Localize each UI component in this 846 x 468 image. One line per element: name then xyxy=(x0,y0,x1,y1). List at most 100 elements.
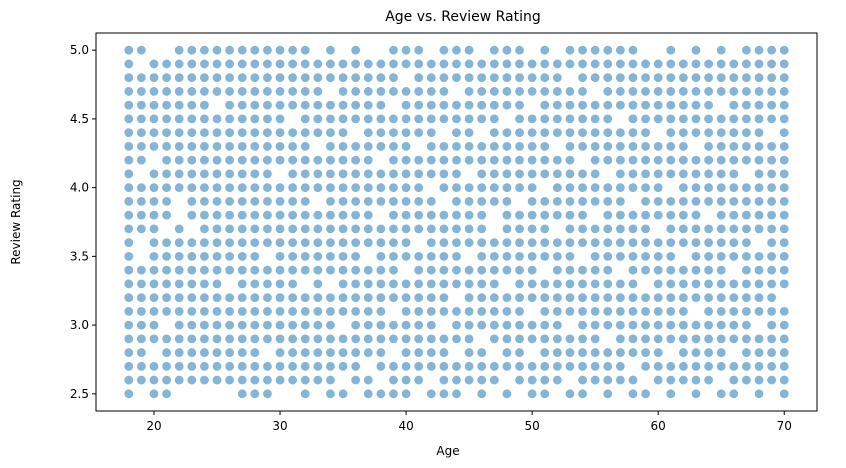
scatter-point xyxy=(149,293,159,302)
scatter-point xyxy=(716,169,726,179)
scatter-point xyxy=(439,251,449,261)
scatter-point xyxy=(326,196,335,206)
scatter-point xyxy=(389,389,398,399)
scatter-point xyxy=(200,155,209,165)
scatter-point xyxy=(363,196,373,206)
scatter-point xyxy=(678,196,688,206)
scatter-point xyxy=(464,142,474,151)
scatter-point xyxy=(615,155,625,165)
scatter-point xyxy=(678,114,688,124)
scatter-point xyxy=(187,45,197,55)
scatter-point xyxy=(704,196,713,206)
scatter-point xyxy=(742,100,751,110)
scatter-point xyxy=(515,306,524,316)
scatter-point xyxy=(124,375,134,385)
scatter-point xyxy=(767,100,777,110)
scatter-point xyxy=(615,293,625,302)
scatter-point xyxy=(389,210,398,220)
scatter-point xyxy=(666,265,676,275)
scatter-point xyxy=(212,375,222,385)
scatter-point xyxy=(578,389,587,399)
scatter-point xyxy=(628,45,638,55)
scatter-point xyxy=(489,183,499,193)
scatter-point xyxy=(439,73,449,83)
scatter-point xyxy=(162,251,171,261)
scatter-point xyxy=(464,224,474,234)
scatter-point xyxy=(237,114,247,124)
scatter-point xyxy=(578,361,587,371)
scatter-point xyxy=(250,210,260,220)
scatter-point xyxy=(124,348,134,357)
scatter-point xyxy=(414,45,424,55)
scatter-point xyxy=(678,73,688,83)
scatter-point xyxy=(565,169,575,179)
scatter-point xyxy=(401,224,411,234)
scatter-point xyxy=(124,183,134,193)
scatter-point xyxy=(729,251,739,261)
scatter-point xyxy=(338,183,348,193)
scatter-point xyxy=(326,100,335,110)
scatter-point xyxy=(237,224,247,234)
scatter-point xyxy=(615,196,625,206)
scatter-point xyxy=(615,361,625,371)
scatter-point xyxy=(603,114,613,124)
scatter-point xyxy=(237,293,247,302)
scatter-point xyxy=(754,389,764,399)
scatter-point xyxy=(527,224,537,234)
scatter-point xyxy=(212,183,222,193)
scatter-point xyxy=(615,251,625,261)
scatter-point xyxy=(578,87,587,96)
scatter-point xyxy=(578,73,587,83)
scatter-point xyxy=(729,169,739,179)
scatter-point xyxy=(716,224,726,234)
scatter-point xyxy=(540,114,550,124)
scatter-point xyxy=(452,155,461,165)
scatter-point xyxy=(389,169,398,179)
scatter-point xyxy=(338,114,348,124)
scatter-point xyxy=(363,293,373,302)
scatter-point xyxy=(376,238,386,248)
scatter-point xyxy=(313,238,323,248)
scatter-point xyxy=(678,238,688,248)
scatter-point xyxy=(578,210,587,220)
scatter-point xyxy=(237,348,247,357)
scatter-point xyxy=(237,155,247,165)
scatter-point xyxy=(552,375,562,385)
scatter-point xyxy=(225,100,235,110)
scatter-point xyxy=(502,251,512,261)
scatter-point xyxy=(716,73,726,83)
scatter-point xyxy=(250,142,260,151)
scatter-point xyxy=(225,155,235,165)
scatter-point xyxy=(187,279,197,289)
scatter-point xyxy=(174,224,184,234)
scatter-point xyxy=(250,375,260,385)
scatter-point xyxy=(615,169,625,179)
scatter-point xyxy=(351,169,361,179)
scatter-point xyxy=(326,361,335,371)
scatter-point xyxy=(275,224,285,234)
scatter-point xyxy=(363,265,373,275)
scatter-point xyxy=(502,196,512,206)
scatter-point xyxy=(288,73,298,83)
scatter-point xyxy=(363,128,373,138)
scatter-point xyxy=(565,348,575,357)
scatter-point xyxy=(489,73,499,83)
scatter-point xyxy=(288,375,298,385)
scatter-point xyxy=(162,169,171,179)
scatter-point xyxy=(552,73,562,83)
scatter-point xyxy=(628,59,638,69)
scatter-point xyxy=(263,45,272,55)
scatter-point xyxy=(313,306,323,316)
scatter-point xyxy=(565,293,575,302)
scatter-point xyxy=(326,251,335,261)
scatter-point xyxy=(426,224,436,234)
scatter-point xyxy=(300,210,310,220)
scatter-point xyxy=(439,114,449,124)
scatter-point xyxy=(124,293,134,302)
scatter-point xyxy=(136,265,146,275)
scatter-point xyxy=(742,293,751,302)
scatter-point xyxy=(300,183,310,193)
scatter-point xyxy=(200,73,209,83)
y-tick-label: 4.5 xyxy=(70,112,89,126)
scatter-point xyxy=(439,59,449,69)
